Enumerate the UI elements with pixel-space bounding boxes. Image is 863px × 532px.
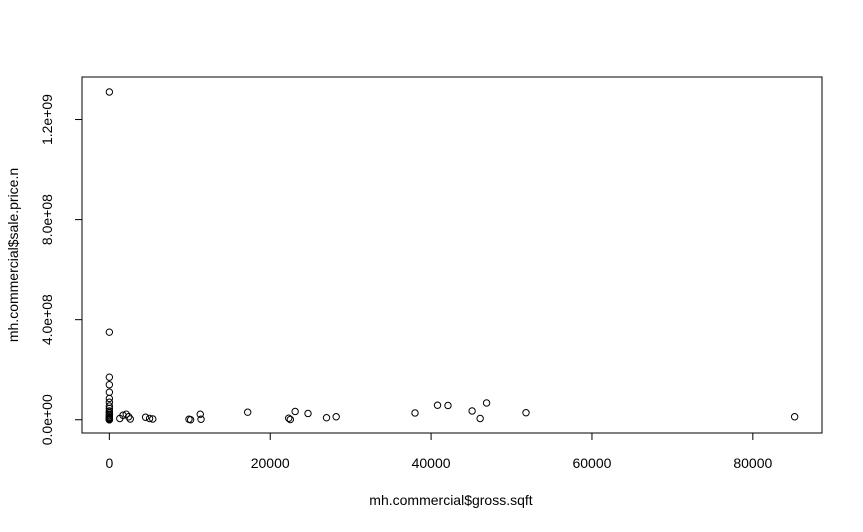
data-point [322,414,331,422]
x-axis-title: mh.commercial$gross.sqft [369,492,532,508]
data-point [105,88,114,96]
x-tick-label: 0 [105,455,113,471]
data-point [444,401,452,410]
data-point [790,413,799,421]
data-point [304,409,312,418]
data-point [105,416,114,424]
data-point [105,381,114,389]
data-point [433,401,442,409]
data-point [243,408,252,416]
data-point [286,415,295,424]
data-point [291,407,299,416]
data-point [197,415,205,423]
plot-box [81,76,823,434]
y-tick-label: 1.2e+09 [39,94,55,145]
data-point [196,410,204,418]
y-tick-label: 0.0e+00 [39,394,55,445]
data-point [411,409,419,417]
y-tick-label: 4.0e+08 [39,294,55,345]
x-tick-label: 60000 [572,455,611,471]
data-point [285,414,293,422]
x-tick-label: 40000 [412,455,451,471]
y-axis: 0.0e+00 4.0e+08 8.0e+08 1.2e+09 [39,94,83,445]
y-axis-title: mh.commercial$sale.price.n [5,168,21,342]
data-point [105,328,114,336]
data-point [105,394,114,403]
data-point [105,388,114,396]
data-point [126,415,134,423]
data-point [468,407,476,415]
x-tick-label: 80000 [733,455,772,471]
data-point [122,410,130,418]
x-tick-label: 20000 [251,455,290,471]
data-point [124,413,133,421]
data-point [145,414,154,423]
y-tick-label: 8.0e+08 [39,194,55,245]
data-point [105,404,114,413]
data-points [105,88,799,424]
data-point [332,413,340,421]
data-point [482,399,491,407]
data-point [149,415,157,423]
data-point [476,414,484,423]
data-point [141,413,150,421]
data-point [186,416,195,424]
x-axis: 0 20000 40000 60000 80000 [105,432,773,471]
data-point [522,409,530,417]
data-point [105,373,114,381]
